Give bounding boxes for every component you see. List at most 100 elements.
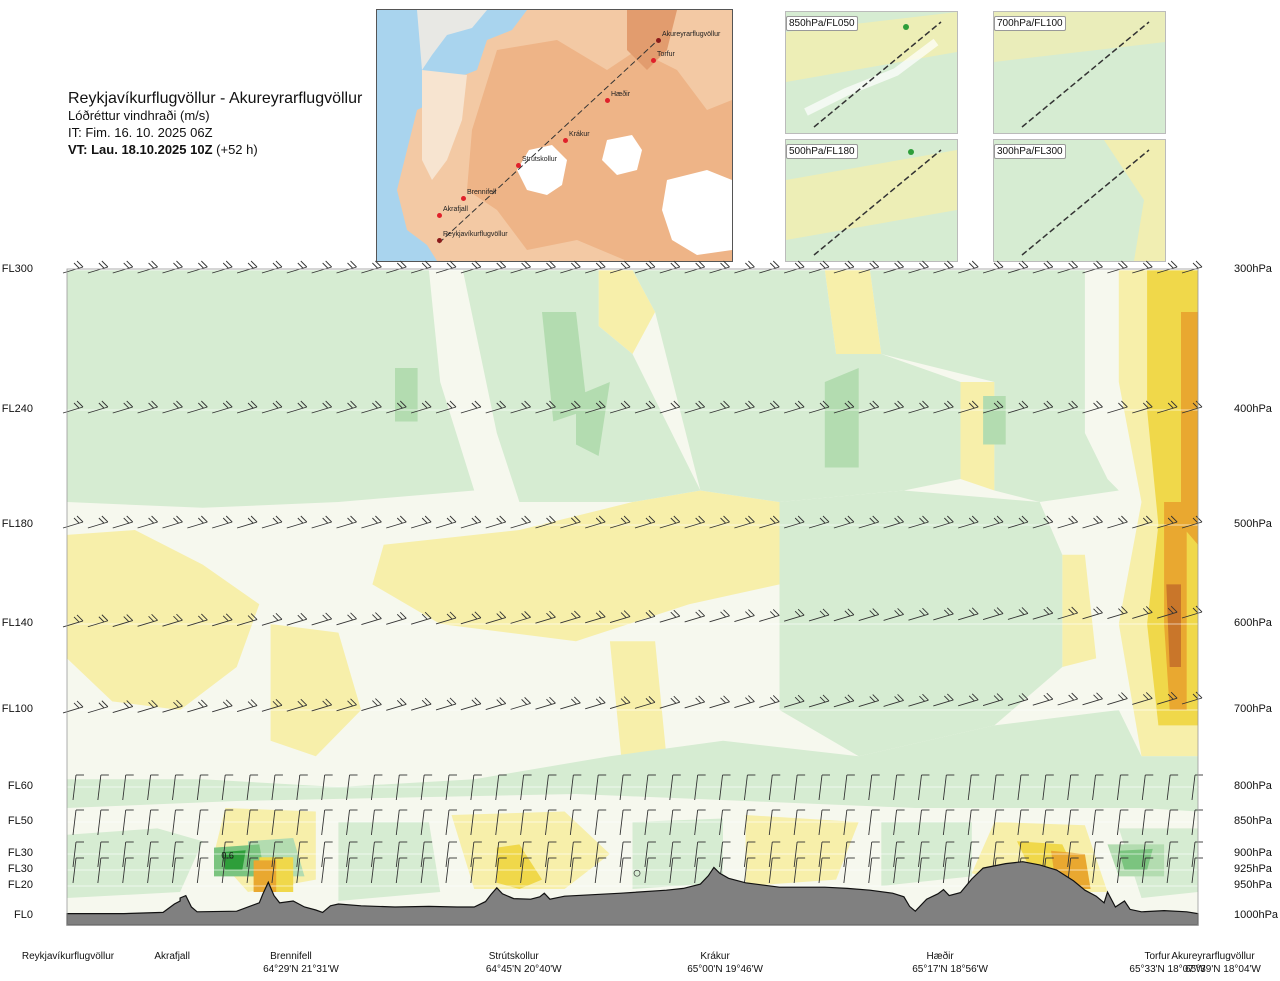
wind-barb [411,697,432,711]
wind-barb [1141,809,1154,836]
wind-barb [1157,515,1178,529]
valid-time-lead: (+52 h) [216,142,258,157]
fl-label-500: FL180 [1,518,33,530]
weak_down-region-3 [870,270,1119,502]
wind-barb [112,400,134,414]
wind-barb [560,696,581,710]
wind-barb [619,857,632,884]
wind-barb [669,774,681,801]
wind-barb [545,774,557,801]
wind-barb [958,607,979,621]
inset-500[interactable]: 500hPa/FL180 [785,139,958,262]
wind-barb [743,857,756,884]
inset-850[interactable]: 850hPa/FL050 [785,11,958,134]
route-map[interactable]: Akureyrarflugvöllur Torfur Hæðir Krákur Strú… [376,9,733,262]
inset-300-label: 300hPa/FL300 [994,144,1066,159]
light_down-region-0 [542,312,588,422]
wind-barb [1057,260,1078,274]
hpa-label-600: 600hPa [1234,617,1272,629]
mid_down-region-1 [1118,848,1153,870]
wind-barb [1132,260,1153,274]
wind-barb [420,774,433,801]
wind-barb [520,841,532,868]
wind-barb [1181,605,1203,619]
wind-barb [868,857,880,884]
wind-barb [296,841,308,868]
hpa-label-400: 400hPa [1234,403,1272,415]
wind-barb [1057,606,1078,620]
wind-barb [470,774,482,801]
wind-barb [72,841,84,868]
wind-barb [1082,400,1103,414]
wind-barb [112,614,134,627]
wind-barb [918,809,930,836]
wind-barb [221,809,234,836]
station-marker-4 [516,163,521,168]
wind-barb [784,260,805,274]
station-marker-2 [605,98,610,103]
wind-barb [1017,809,1029,836]
wind-barb [808,608,830,622]
wind-barb [1082,260,1103,274]
wind-barb [311,612,332,626]
wind-barb [172,774,184,801]
wind-barb [982,400,1004,414]
wind-barb [420,857,433,884]
wind-barb [137,515,158,529]
route-map-svg [377,10,732,261]
weak_up-region-3 [270,624,362,757]
wind-barb [386,260,407,274]
wind-barb [833,260,855,274]
wind-barb [644,841,656,868]
wind-barb [1116,774,1129,801]
wind-barb [460,400,482,414]
route-title: Reykjavíkurflugvöllur - Akureyrarflugvöl… [68,90,363,107]
wind-barb [137,400,158,414]
wind-barb [1007,607,1029,620]
wind-barb [336,400,357,414]
wind-barb [992,774,1005,801]
wind-barb [271,841,283,868]
wind-barb [1116,841,1129,868]
wind-barb [569,841,582,868]
wind-barb [112,700,134,713]
wind-barb [918,774,930,801]
wind-barb [336,612,357,626]
wind-barb [1157,605,1178,619]
wind-barb [1032,515,1054,529]
wind-barb [634,400,656,414]
wind-barb [1057,692,1078,706]
weak_down-region-4 [779,490,1063,757]
wind-barb [942,857,955,884]
wind-barb [1092,857,1104,884]
wind-barb [1191,809,1203,836]
strong_up-region-2 [253,860,277,892]
wind-barb [435,515,457,529]
wind-barb [1107,606,1128,620]
inset-300[interactable]: 300hPa/FL300 [993,139,1166,262]
hpa-label-300: 300hPa [1234,263,1272,275]
wind-barb [221,841,234,868]
hpa-label-900: 900hPa [1234,847,1272,859]
wind-barb [942,809,955,836]
wind-barb [734,695,755,709]
wind-barb [684,260,705,274]
wind-barb [370,857,383,884]
wind-barb [818,841,830,868]
wind-barb [470,809,482,836]
wind-barb [1157,691,1178,705]
weak_up-region-0 [67,530,260,710]
location-coord-6: 65°33'N 18°07'W [1129,964,1206,975]
wind-barb [485,400,507,414]
wind-barb [858,515,880,529]
annotations: 0.6 [221,850,641,877]
wind-barb [1181,400,1203,414]
variable-title: Lóðréttur vindhraði (m/s) [68,108,210,123]
wind-barb [1107,515,1128,529]
wind-barb [261,260,283,274]
light_down-region-3 [395,368,418,422]
wind-barb [261,613,283,626]
inset-700[interactable]: 700hPa/FL100 [993,11,1166,134]
max-value-label: 0.6 [221,850,234,860]
